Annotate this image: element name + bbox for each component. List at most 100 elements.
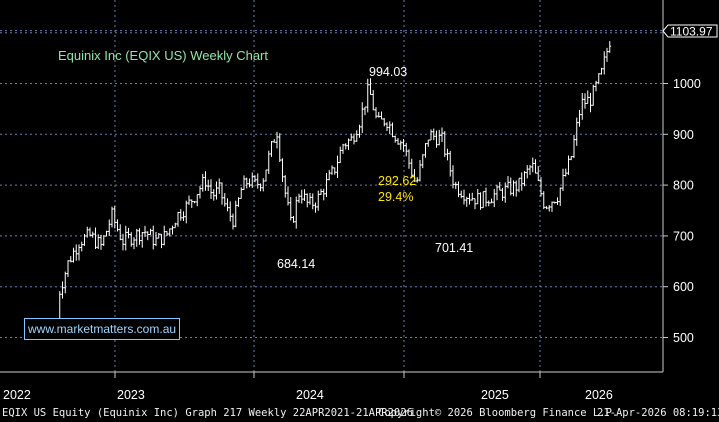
price-bar	[113, 205, 117, 229]
y-tick-label: 1000	[673, 77, 701, 91]
price-bar	[410, 158, 414, 179]
price-bar	[165, 231, 169, 236]
price-bar	[424, 143, 427, 158]
price-bar	[253, 175, 257, 183]
price-bar	[237, 197, 240, 207]
price-bar	[391, 122, 394, 138]
price-bar	[514, 180, 518, 197]
price-bar	[393, 135, 397, 143]
price-bar	[96, 234, 100, 249]
price-bar	[201, 173, 205, 192]
price-bar	[256, 173, 260, 189]
price-bar	[583, 93, 587, 109]
price-bar	[259, 183, 262, 192]
y-tick-label: 700	[673, 229, 694, 243]
price-bar	[102, 235, 106, 247]
price-bar	[61, 281, 64, 299]
price-bar	[162, 225, 166, 246]
price-bar	[426, 139, 430, 147]
price-bar	[512, 180, 515, 197]
price-bar	[316, 190, 320, 211]
price-bar	[550, 201, 554, 212]
price-bar	[143, 225, 147, 237]
watermark-link[interactable]: www.marketmatters.com.au	[24, 318, 181, 340]
price-bar	[352, 133, 356, 145]
price-bar	[129, 232, 133, 247]
price-bar	[380, 111, 383, 120]
price-bar	[275, 131, 279, 149]
price-bar	[333, 167, 337, 175]
price-bar	[198, 185, 202, 199]
price-bar	[602, 51, 606, 75]
price-bar	[267, 150, 271, 174]
y-axis-ticks: 500 600 700 800 900 1000	[663, 77, 701, 345]
price-bar	[545, 206, 548, 210]
annotation-range-value: 292.62	[378, 174, 416, 188]
price-bar	[363, 106, 367, 116]
x-tick-label: 2023	[117, 388, 145, 402]
price-bar	[396, 137, 400, 145]
price-bar	[536, 166, 540, 182]
price-bar	[184, 200, 188, 224]
price-bar	[564, 168, 568, 177]
price-bar	[385, 122, 389, 131]
price-bar	[107, 219, 111, 237]
y-tick-label: 600	[673, 280, 694, 294]
price-bar	[580, 92, 584, 120]
price-bar	[528, 164, 532, 175]
price-bar	[151, 225, 155, 250]
price-bar	[195, 194, 199, 207]
price-bar	[118, 224, 122, 241]
price-bar	[239, 187, 243, 199]
price-bar	[446, 148, 449, 161]
price-bar	[250, 172, 254, 188]
price-bar	[465, 196, 469, 207]
price-bar	[572, 134, 576, 158]
annotation-low-2025: 701.41	[435, 241, 473, 255]
price-bar	[371, 90, 375, 111]
price-bar	[105, 230, 108, 237]
price-bar	[498, 181, 502, 191]
price-bar	[377, 111, 381, 118]
price-bar	[176, 211, 180, 227]
price-bar	[569, 156, 573, 161]
price-bar	[270, 141, 273, 157]
price-bar	[402, 139, 405, 152]
x-tick-label: 2025	[481, 388, 509, 402]
price-bar	[303, 189, 306, 202]
price-bar	[597, 73, 601, 85]
price-bar	[608, 41, 612, 53]
price-bar	[99, 234, 103, 250]
price-bar	[294, 196, 298, 229]
price-bar	[88, 227, 92, 237]
price-bar	[146, 231, 150, 241]
price-bar	[506, 175, 510, 189]
price-bar	[314, 202, 317, 213]
price-bar	[435, 130, 438, 148]
price-bar	[561, 168, 565, 192]
price-bar	[80, 241, 84, 252]
price-bar	[212, 189, 216, 201]
price-bar	[440, 127, 444, 142]
price-bar	[248, 178, 251, 188]
price-bar	[160, 233, 163, 249]
price-bar	[605, 47, 609, 62]
price-bar	[242, 175, 246, 190]
price-bar	[542, 191, 546, 210]
price-bar	[539, 177, 543, 197]
price-bar	[132, 237, 136, 250]
price-bar	[149, 228, 152, 236]
price-bar	[451, 165, 455, 189]
chart-grid	[0, 0, 663, 372]
price-bar	[91, 231, 95, 238]
price-bar	[66, 260, 70, 278]
price-bar	[344, 143, 348, 150]
price-bar	[355, 130, 359, 142]
price-bar	[495, 184, 499, 201]
price-bar	[168, 228, 172, 237]
price-bar	[418, 160, 422, 182]
price-bar	[388, 121, 392, 135]
x-tick-label: 2022	[3, 388, 31, 402]
last-price-badge: 1103.97	[662, 24, 718, 39]
